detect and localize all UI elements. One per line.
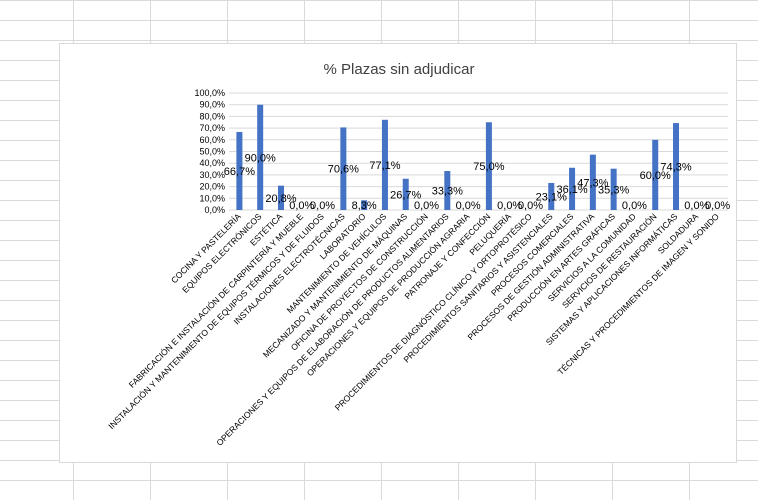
bar-chart: % Plazas sin adjudicar 0,0% 10,0%20,0% 30,…	[106, 61, 731, 448]
bar[interactable]	[569, 167, 576, 210]
data-label: 0,0%	[456, 200, 481, 212]
data-label: 66,7%	[224, 166, 255, 178]
y-tick-label: 60,0%	[199, 135, 225, 145]
y-tick-label: 80,0%	[199, 111, 225, 121]
bar[interactable]	[444, 171, 451, 210]
data-label: 90,0%	[245, 152, 276, 164]
data-label: 23,1%	[536, 191, 567, 203]
chart-area[interactable]: % Plazas sin adjudicar 0,0% 10,0% 20,0% 30,…	[59, 43, 737, 463]
data-label: 0,0%	[414, 200, 439, 212]
data-label: 26,7%	[390, 189, 421, 201]
gridlines	[229, 92, 728, 211]
bar[interactable]	[548, 182, 555, 210]
data-label: 0,0%	[289, 200, 314, 212]
data-label: 0,0%	[518, 200, 543, 212]
bar[interactable]	[652, 139, 659, 210]
y-tick-label: 20,0%	[199, 182, 225, 192]
y-tick-label: 90,0%	[199, 100, 225, 110]
data-label: 0,0%	[622, 200, 647, 212]
y-tick-label: 10,0%	[199, 193, 225, 203]
bar[interactable]	[340, 127, 347, 210]
y-axis-tick-labels: 0,0% 10,0%20,0% 30,0% 40,0%50,0% 60,0% 70,0% 8…	[194, 88, 225, 215]
y-tick-label: 30,0%	[199, 170, 225, 180]
data-label: 36,1%	[556, 184, 587, 196]
y-tick-label: 50,0%	[199, 147, 225, 157]
bar[interactable]	[361, 200, 368, 210]
bar[interactable]	[589, 154, 596, 210]
bar[interactable]	[236, 131, 243, 210]
data-label: 33,3%	[432, 186, 463, 198]
bars	[236, 104, 680, 210]
bar[interactable]	[277, 185, 284, 210]
data-label: 35,3%	[598, 184, 629, 196]
data-label: 74,3%	[660, 162, 691, 174]
data-label: 0,0%	[705, 200, 730, 212]
data-label: 8,3%	[352, 200, 377, 212]
data-label: 20,8%	[265, 193, 296, 205]
data-labels: 66,7%90,0%20,8%0,0%0,0%70,6%8,3%77,1%26,…	[224, 152, 731, 212]
bar[interactable]	[402, 178, 409, 210]
data-label: 60,0%	[640, 170, 671, 182]
data-label: 0,0%	[497, 200, 522, 212]
data-label: 75,0%	[473, 161, 504, 173]
y-tick-label: 70,0%	[199, 123, 225, 133]
data-label: 0,0%	[684, 200, 709, 212]
bar[interactable]	[610, 168, 617, 210]
y-tick-label: 0,0%	[204, 205, 225, 215]
bar[interactable]	[485, 122, 492, 210]
bar[interactable]	[673, 123, 680, 210]
data-label: 70,6%	[328, 164, 359, 176]
bar[interactable]	[257, 104, 264, 210]
data-label: 77,1%	[369, 160, 400, 172]
y-tick-label: 40,0%	[199, 158, 225, 168]
data-label: 47,3%	[577, 177, 608, 189]
y-tick-label: 100,0%	[194, 88, 225, 98]
chart-title: % Plazas sin adjudicar	[324, 61, 475, 78]
bar[interactable]	[381, 119, 388, 210]
data-label: 0,0%	[310, 200, 335, 212]
